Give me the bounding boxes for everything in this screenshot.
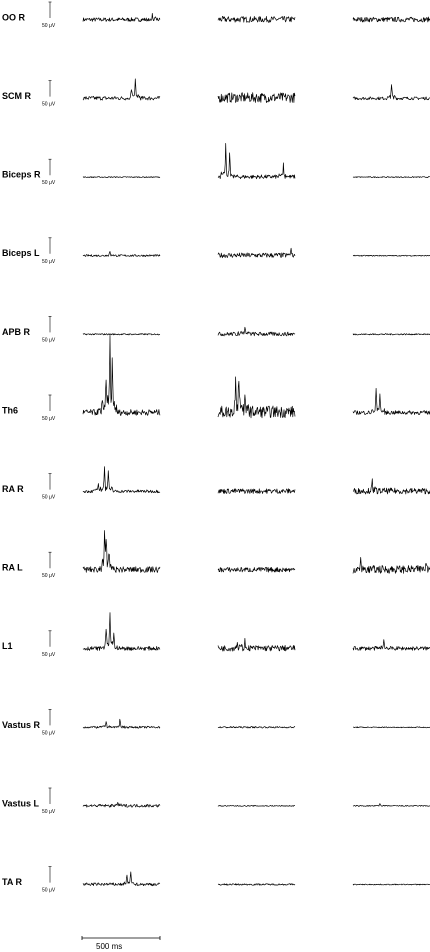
emg-trace: [217, 566, 296, 573]
emg-trace: [217, 326, 296, 337]
row-label: RA R: [2, 484, 24, 494]
amplitude-scale-label: 50 μV: [42, 730, 56, 736]
amplitude-scale-label: 50 μV: [42, 337, 56, 343]
emg-trace: [217, 637, 296, 652]
emg-trace: [217, 92, 296, 103]
emg-trace: [352, 16, 430, 23]
amplitude-scale-label: 50 μV: [42, 809, 56, 815]
emg-trace: [352, 387, 430, 415]
row-label: Biceps R: [2, 170, 41, 180]
row-label: L1: [2, 641, 13, 651]
emg-trace: [82, 466, 161, 494]
emg-trace: [217, 143, 296, 180]
emg-trace: [82, 12, 161, 22]
emg-trace: [352, 176, 430, 178]
emg-trace: [82, 612, 161, 651]
amplitude-scale-label: 50 μV: [42, 888, 56, 894]
emg-trace: [217, 805, 296, 807]
row-label: APB R: [2, 327, 31, 337]
emg-trace: [352, 803, 430, 807]
emg-trace: [82, 718, 161, 729]
emg-trace: [82, 802, 161, 808]
row-label: Th6: [2, 405, 18, 415]
emg-trace: [217, 726, 296, 729]
emg-trace: [217, 376, 296, 419]
emg-trace: [82, 530, 161, 573]
row-label: Biceps L: [2, 248, 40, 258]
emg-trace: [217, 488, 296, 494]
emg-trace: [217, 883, 296, 886]
emg-trace: [82, 335, 161, 416]
amplitude-scale-label: 50 μV: [42, 180, 56, 186]
row-label: SCM R: [2, 91, 32, 101]
emg-trace: [352, 478, 430, 495]
emg-trace: [352, 883, 430, 886]
emg-trace: [82, 176, 161, 178]
emg-trace: [82, 78, 161, 101]
emg-trace: [352, 254, 430, 257]
row-label: Vastus R: [2, 720, 41, 730]
amplitude-scale-label: 50 μV: [42, 573, 56, 579]
emg-trace: [352, 333, 430, 336]
row-label: RA L: [2, 563, 23, 573]
emg-trace: [217, 247, 296, 259]
amplitude-scale-label: 50 μV: [42, 416, 56, 422]
amplitude-scale-label: 50 μV: [42, 23, 56, 29]
row-label: TA R: [2, 877, 22, 887]
emg-trace: [82, 251, 161, 257]
time-scale-label: 500 ms: [96, 942, 122, 951]
row-label: Vastus L: [2, 798, 40, 808]
emg-trace: [352, 639, 430, 651]
amplitude-scale-label: 50 μV: [42, 102, 56, 108]
emg-trace: [352, 557, 430, 574]
amplitude-scale-label: 50 μV: [42, 652, 56, 658]
row-label: OO R: [2, 12, 26, 22]
emg-trace: [217, 16, 296, 23]
emg-trace: [82, 871, 161, 887]
amplitude-scale-label: 50 μV: [42, 259, 56, 265]
emg-trace: [352, 84, 430, 101]
emg-trace: [82, 333, 161, 336]
amplitude-scale-label: 50 μV: [42, 495, 56, 501]
emg-trace: [352, 726, 430, 729]
